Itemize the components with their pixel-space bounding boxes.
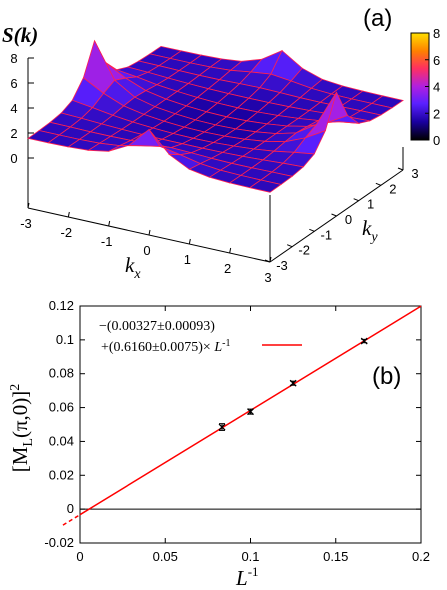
- kx-tick-mark: [229, 247, 232, 254]
- point-marker: [247, 408, 254, 416]
- y-tick-label: 0.06: [49, 400, 74, 415]
- kx-axis-ticks: -3 -2 -1 0 1 2 3: [20, 202, 272, 285]
- surface-patch: [248, 179, 283, 193]
- y-tick-label: 0.12: [49, 298, 74, 313]
- ky-tick-mark: [331, 213, 337, 217]
- colorbar-tick-label: 4: [433, 80, 440, 95]
- fit-line-extrapolation: [62, 514, 81, 526]
- kx-tick-mark: [188, 238, 191, 245]
- y-label-sup: 2: [8, 384, 23, 391]
- kx-tick-mark: [67, 211, 70, 218]
- ky-tick-mark: [309, 228, 315, 232]
- kx-tick-label: 0: [143, 243, 150, 258]
- z-axis-label: S(k): [2, 23, 38, 47]
- y-label-sub: L: [21, 438, 36, 447]
- ky-tick-label: -2: [298, 243, 310, 258]
- x-label-sup: -1: [248, 564, 259, 579]
- panel-b-label: (b): [372, 363, 401, 390]
- y-tick-label: 0.08: [49, 366, 74, 381]
- ky-axis-label: ky: [362, 216, 378, 245]
- panel-b-y-axis-label: [ML(π,0)]2: [8, 384, 36, 473]
- ky-label-sub: y: [369, 230, 378, 245]
- y-tick-label: 0.1: [56, 332, 74, 347]
- x-tick-label: 0.2: [412, 549, 430, 564]
- ky-tick-label: 1: [367, 197, 374, 212]
- z-tick-label: 4: [10, 101, 17, 116]
- y-tick-label: 0.02: [49, 467, 74, 482]
- ky-tick-label: -1: [321, 227, 333, 242]
- colorbar-tick-label: 0: [433, 133, 440, 148]
- ky-tick-mark: [264, 259, 271, 263]
- y-tick-label: -0.02: [44, 535, 74, 550]
- kx-tick-mark: [27, 202, 30, 209]
- ky-tick-mark: [286, 244, 293, 248]
- data-point: [218, 423, 226, 431]
- kx-tick-label: 1: [184, 252, 191, 267]
- point-marker: [360, 337, 368, 345]
- colorbar-ticks: 0 2 4 6 8: [425, 26, 440, 148]
- kx-label-sub: x: [133, 267, 141, 282]
- kx-tick-mark: [108, 220, 111, 227]
- z-tick-label: 2: [10, 126, 17, 141]
- x-tick-label: 0.1: [241, 549, 259, 564]
- ky-tick-mark: [375, 182, 382, 186]
- z-axis-label-prefix: S(: [2, 23, 23, 47]
- kx-tick-label: 3: [264, 270, 271, 285]
- ky-tick-label: -3: [276, 258, 288, 273]
- legend: −(0.00327±0.00093) +(0.6160±0.0075)× L-1: [99, 319, 302, 355]
- colorbar-tick-label: 2: [433, 106, 440, 121]
- kx-tick-label: 2: [224, 261, 231, 276]
- kx-label-main: k: [125, 253, 135, 277]
- kx-tick-mark: [148, 229, 151, 236]
- z-axis-label-suffix: ): [29, 23, 38, 47]
- data-point: [247, 408, 254, 416]
- panel-a-label: (a): [363, 5, 392, 32]
- y-tick-label: 0: [67, 501, 74, 516]
- point-marker: [218, 423, 226, 431]
- kx-tick-label: -2: [61, 225, 73, 240]
- ky-tick-label: 0: [345, 212, 352, 227]
- colorbar-tick-label: 8: [433, 26, 440, 41]
- kx-tick-label: -1: [101, 234, 113, 249]
- legend-line-2-var: L: [213, 340, 222, 355]
- x-tick-label: 0.15: [323, 549, 348, 564]
- y-label-post: (π,0)]: [8, 391, 32, 438]
- x-label-main: L: [235, 566, 248, 590]
- ky-label-main: k: [362, 216, 372, 240]
- ky-tick-mark: [397, 167, 404, 171]
- panel-b-axis-ticks: 0 0.05 0.1 0.15 0.2-0.0200.020.040.060.080.1…: [44, 298, 430, 564]
- z-axis-ticks: 0 2 4 6 8: [10, 51, 34, 166]
- ky-tick-label: 2: [389, 181, 396, 196]
- point-marker: [289, 379, 297, 387]
- data-points: [218, 337, 368, 431]
- legend-line-2-sup: -1: [222, 338, 230, 349]
- legend-line-2-coeff: +(0.6160±0.0075)×: [101, 340, 214, 355]
- panel-b-x-axis-label: L-1: [235, 564, 259, 590]
- z-tick-label: 8: [10, 51, 17, 66]
- surface-mesh: [27, 39, 404, 193]
- colorbar-tick-label: 6: [433, 53, 440, 68]
- kx-tick-label: -3: [20, 216, 32, 231]
- panel-b-scatter-plot: 0 0.05 0.1 0.15 0.2-0.0200.020.040.060.080.1…: [8, 298, 430, 590]
- fit-line: [62, 305, 422, 526]
- z-tick-label: 6: [10, 76, 17, 91]
- y-tick-label: 0.04: [49, 433, 74, 448]
- z-tick-label: 0: [10, 151, 17, 166]
- ky-tick-mark: [353, 198, 359, 202]
- x-tick-label: 0.05: [153, 549, 178, 564]
- ky-tick-label: 3: [411, 166, 418, 181]
- kx-axis-label: kx: [125, 253, 141, 282]
- x-tick-label: 0: [76, 549, 83, 564]
- legend-line-1: −(0.00327±0.00093): [99, 319, 215, 334]
- data-point: [289, 379, 297, 387]
- y-label-pre: [M: [8, 446, 32, 472]
- z-axis-label-var: k: [21, 23, 32, 47]
- kx-tick-mark: [269, 256, 272, 263]
- data-point: [360, 337, 368, 345]
- legend-line-2: +(0.6160±0.0075)× L-1: [101, 338, 230, 355]
